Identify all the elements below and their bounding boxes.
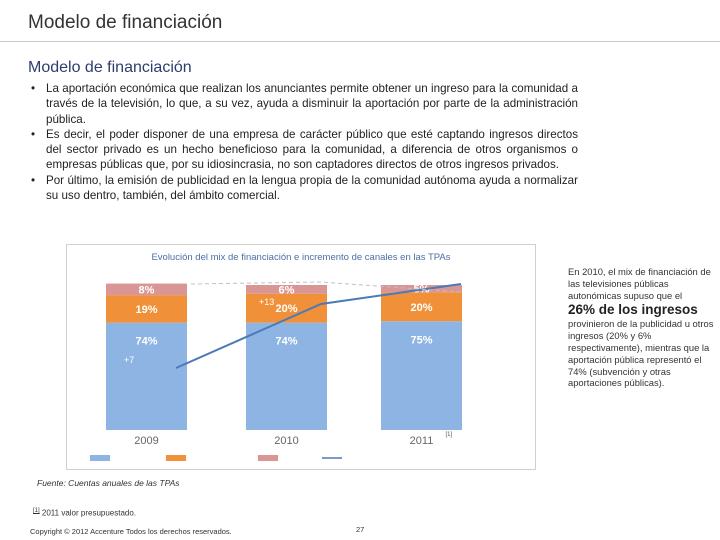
line-annotation-2: +13 <box>259 297 274 307</box>
source-note: Fuente: Cuentas anuales de las TPAs <box>37 478 180 488</box>
category-note-2011: [1] <box>446 432 453 438</box>
reference-line <box>190 281 462 293</box>
category-label-2009: 2009 <box>134 435 158 447</box>
data-label-2010-1: 74% <box>275 336 297 348</box>
data-label-2011-1: 75% <box>410 334 432 346</box>
side-note-highlight: 26% de los ingresos <box>568 302 698 318</box>
side-note: En 2010, el mix de financiación de las t… <box>568 266 714 389</box>
data-label-2011-2: 20% <box>410 302 432 314</box>
financing-chart: Evolución del mix de financiación e incr… <box>66 244 536 474</box>
trend-line <box>175 283 462 369</box>
footnote: [1] 2011 valor presupuestado. <box>33 508 136 518</box>
category-label-2011: 2011 <box>410 435 434 447</box>
category-label-2010: 2010 <box>274 435 298 447</box>
bar-segment-2009-3 <box>106 283 187 296</box>
bar-segment-2011-2 <box>381 292 462 322</box>
bar-segment-2011-3 <box>381 285 462 293</box>
bullet-item: Por último, la emisión de publicidad en … <box>30 173 578 204</box>
section-title: Modelo de financiación <box>28 59 192 76</box>
copyright: Copyright © 2012 Accenture Todos los der… <box>30 527 232 536</box>
footnote-text: 2011 valor presupuestado. <box>41 508 137 518</box>
bullet-item: Es decir, el poder disponer de una empre… <box>30 127 578 173</box>
title-divider <box>0 41 720 42</box>
chart-frame <box>66 244 536 470</box>
page-number: 27 <box>356 525 365 534</box>
legend-swatch-1 <box>90 455 110 461</box>
legend-swatch-2 <box>166 455 186 461</box>
data-label-2009-2: 19% <box>135 304 157 316</box>
bar-segment-2010-3 <box>246 285 327 294</box>
bar-segment-2009-2 <box>106 295 187 323</box>
data-label-2009-3: 8% <box>139 284 155 296</box>
footnote-mark: [1] <box>33 508 40 514</box>
legend-swatch-3 <box>258 455 278 461</box>
data-label-2010-3: 6% <box>279 284 295 296</box>
bar-segment-2010-1 <box>246 322 327 430</box>
chart-title: Evolución del mix de financiación e incr… <box>151 252 450 263</box>
bar-segment-2011-1 <box>381 321 462 430</box>
page-title: Modelo de financiación <box>28 12 223 33</box>
data-label-2009-1: 74% <box>135 336 157 348</box>
side-note-detail: provinieron de la publicidad u otros ing… <box>568 318 714 389</box>
line-annotation-1: +7 <box>124 355 134 365</box>
bullet-list: La aportación económica que realizan los… <box>30 81 578 203</box>
data-label-2010-2: 20% <box>275 303 297 315</box>
side-note-intro: En 2010, el mix de financiación de las t… <box>568 266 711 301</box>
financing-chart-svg: Evolución del mix de financiación e incr… <box>66 244 536 470</box>
bullet-item: La aportación económica que realizan los… <box>30 81 578 127</box>
bar-segment-2009-1 <box>106 322 187 430</box>
